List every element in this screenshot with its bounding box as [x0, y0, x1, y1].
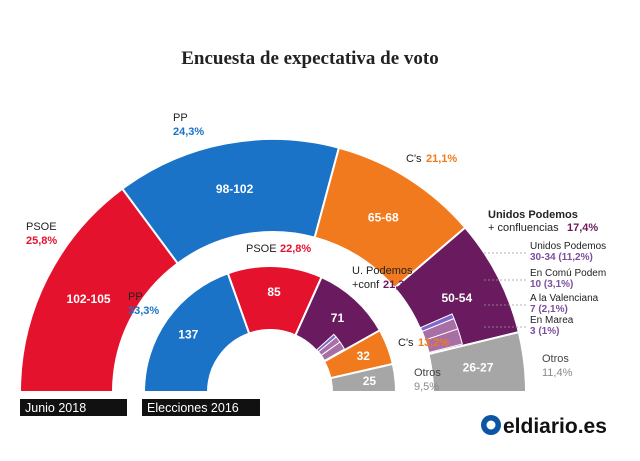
outer-pct-otros: 11,4%: [542, 367, 573, 379]
inner-segment-otros: [329, 362, 398, 393]
outer-sub-label-en-com-podem: En Comú Podem: [530, 268, 606, 279]
outer-seats-pp: 98-102: [216, 182, 254, 196]
outer-label-unidos-podemos: Unidos Podemos: [488, 209, 578, 221]
outer-pct-pp: 24,3%: [173, 126, 204, 138]
inner-segment-pp: [142, 271, 251, 393]
outer-pct-psoe: 25,8%: [26, 235, 57, 247]
outer-seats-c-s: 65-68: [368, 210, 399, 224]
inner-label-pp: PP: [128, 291, 143, 303]
eldiario-logo-text: eldiario.es: [503, 415, 607, 438]
outer-label-pp: PP: [173, 112, 188, 124]
tag-junio-2018: Junio 2018: [25, 401, 86, 415]
tag-elecciones-2016: Elecciones 2016: [147, 401, 239, 415]
outer-label-confluencias: + confluencias: [488, 222, 559, 234]
inner-seats-psoe: 85: [267, 285, 281, 299]
labels: 102-105 98-102 65-68 50-54 26-27 137 85 71 32 25 P…: [26, 112, 606, 393]
inner-pct-pp: 33,3%: [128, 305, 159, 317]
outer-sub-value-en-com-podem: 10 (3,1%): [530, 279, 573, 290]
outer-sub-value-a-la-valenciana: 7 (2,1%): [530, 304, 568, 315]
outer-label-cs: C's: [406, 153, 422, 165]
inner-pct-otros: 9,5%: [414, 381, 439, 393]
inner-pct-u-podemos: 21,3%: [383, 279, 414, 291]
outer-seats-unidos-podemos-confluencias: 50-54: [441, 291, 472, 305]
inner-seats-c-s: 32: [357, 349, 371, 363]
outer-subsegment-a-la-valenciana: [421, 317, 459, 341]
outer-pct-cs: 21,1%: [426, 153, 457, 165]
inner-label-otros: Otros: [414, 367, 441, 379]
outer-label-psoe: PSOE: [26, 221, 57, 233]
inner-label-psoe: PSOE: [246, 243, 277, 255]
inner-pct-psoe: 22,8%: [280, 243, 311, 255]
outer-sub-label-unidos-podemos: Unidos Podemos: [530, 241, 606, 252]
outer-segment-otros: [427, 330, 528, 393]
outer-sub-label-en-marea: En Marea: [530, 315, 574, 326]
outer-sub-label-a-la-valenciana: A la Valenciana: [530, 293, 599, 304]
inner-label-u-podemos: U. Podemos: [352, 265, 413, 277]
outer-pct-unidos-podemos: 17,4%: [567, 222, 598, 234]
outer-seats-psoe: 102-105: [67, 292, 111, 306]
inner-seats-u-podemos-conf: 71: [331, 311, 345, 325]
inner-seats-otros: 25: [363, 374, 377, 388]
outer-subsegment-en-com-podem: [424, 328, 463, 354]
inner-seats-pp: 137: [178, 327, 198, 341]
chart-title: Encuesta de expectativa de voto: [181, 48, 439, 69]
eldiario-logo: eldiario.es: [481, 415, 607, 438]
inner-subsegment-en-marea: [316, 333, 337, 353]
tag-junio-2018-bg: [20, 399, 127, 416]
outer-ring: [18, 138, 528, 393]
outer-seats-otros: 26-27: [463, 360, 494, 374]
outer-sub-value-en-marea: 3 (1%): [530, 326, 559, 337]
outer-label-otros: Otros: [542, 353, 569, 365]
inner-label-conf: +conf: [352, 279, 380, 291]
eldiario-logo-icon-inner: [486, 420, 496, 430]
tag-elecciones-2016-bg: [142, 399, 260, 416]
inner-ring: [142, 265, 398, 393]
inner-pct-cs: 13,2%: [418, 337, 449, 349]
outer-sub-value-unidos-podemos: 30-34 (11,2%): [530, 252, 593, 263]
outer-subsegment-en-marea: [419, 313, 455, 333]
inner-label-cs: C's: [398, 337, 414, 349]
